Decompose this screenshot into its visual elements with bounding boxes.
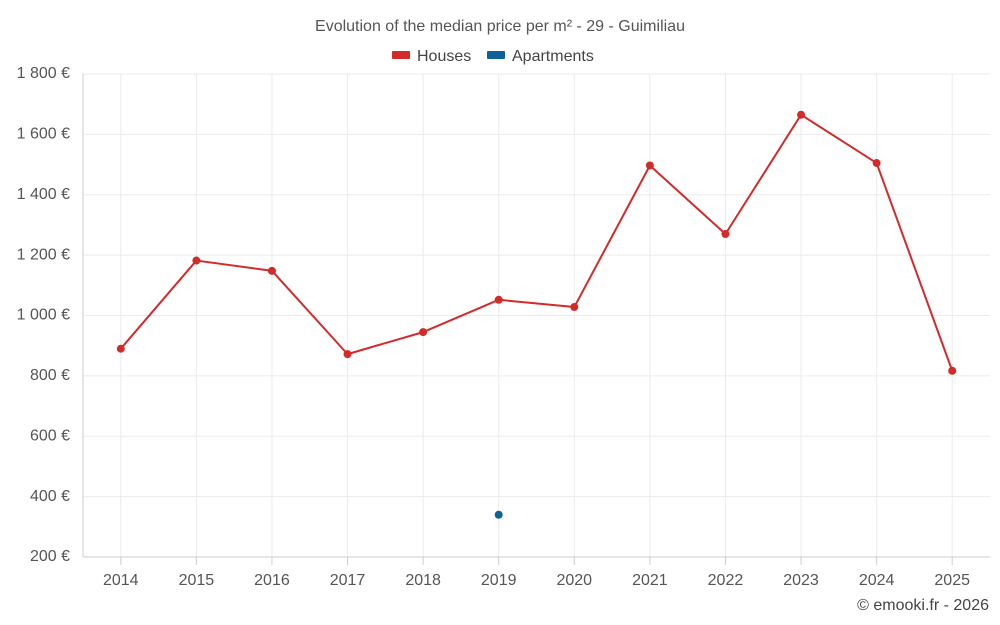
y-tick-label: 1 400 € bbox=[17, 186, 70, 203]
y-tick-label: 1 000 € bbox=[17, 307, 70, 324]
houses-point-2015[interactable] bbox=[192, 256, 201, 265]
y-tick-label: 200 € bbox=[30, 548, 70, 565]
axes bbox=[82, 74, 990, 565]
houses-line bbox=[120, 113, 954, 372]
apartments-point-2019[interactable] bbox=[494, 510, 503, 519]
grid bbox=[83, 73, 990, 557]
y-tick-label: 1 800 € bbox=[17, 65, 70, 82]
y-tick-label: 1 200 € bbox=[17, 246, 70, 263]
x-tick-label: 2022 bbox=[708, 572, 744, 589]
y-tick-label: 600 € bbox=[30, 427, 70, 444]
houses-point-2024[interactable] bbox=[872, 159, 881, 168]
houses-point-2023[interactable] bbox=[797, 110, 806, 119]
y-tick-label: 400 € bbox=[30, 488, 70, 505]
x-tick-label: 2021 bbox=[632, 572, 668, 589]
legend: Houses Apartments bbox=[392, 48, 594, 65]
houses-point-2022[interactable] bbox=[721, 229, 730, 238]
x-tick-label: 2015 bbox=[179, 572, 215, 589]
houses-point-2016[interactable] bbox=[267, 266, 276, 275]
x-tick-label: 2019 bbox=[481, 572, 517, 589]
houses-point-2020[interactable] bbox=[570, 303, 579, 312]
x-tick-label: 2020 bbox=[556, 572, 592, 589]
legend-apartments-swatch[interactable] bbox=[487, 51, 505, 59]
houses-point-2025[interactable] bbox=[948, 366, 957, 375]
chart-title: Evolution of the median price per m² - 2… bbox=[315, 18, 685, 35]
y-axis-tick-labels: 200 € 400 € 600 € 800 € 1 000 € 1 200 € 1 400 … bbox=[17, 65, 70, 565]
y-tick-label: 800 € bbox=[30, 367, 70, 384]
legend-houses-label[interactable]: Houses bbox=[417, 48, 471, 65]
y-tick-label: 1 600 € bbox=[17, 126, 70, 143]
houses-point-2014[interactable] bbox=[116, 344, 125, 353]
series bbox=[116, 110, 957, 519]
houses-point-2018[interactable] bbox=[419, 328, 428, 337]
houses-point-2017[interactable] bbox=[343, 350, 352, 359]
x-axis-tick-labels: 2014 2015 2016 2017 2018 2019 2020 2021 2022 2023… bbox=[103, 572, 970, 589]
x-tick-label: 2018 bbox=[405, 572, 441, 589]
x-tick-label: 2017 bbox=[330, 572, 366, 589]
houses-point-2019[interactable] bbox=[494, 295, 503, 304]
x-tick-label: 2014 bbox=[103, 572, 139, 589]
houses-point-2021[interactable] bbox=[645, 161, 654, 170]
legend-houses-swatch[interactable] bbox=[392, 51, 410, 59]
x-tick-label: 2025 bbox=[934, 572, 970, 589]
x-tick-label: 2024 bbox=[859, 572, 895, 589]
legend-apartments-label[interactable]: Apartments bbox=[512, 48, 594, 65]
credit-text[interactable]: © emooki.fr - 2026 bbox=[857, 597, 989, 614]
x-tick-label: 2023 bbox=[783, 572, 819, 589]
x-tick-label: 2016 bbox=[254, 572, 290, 589]
